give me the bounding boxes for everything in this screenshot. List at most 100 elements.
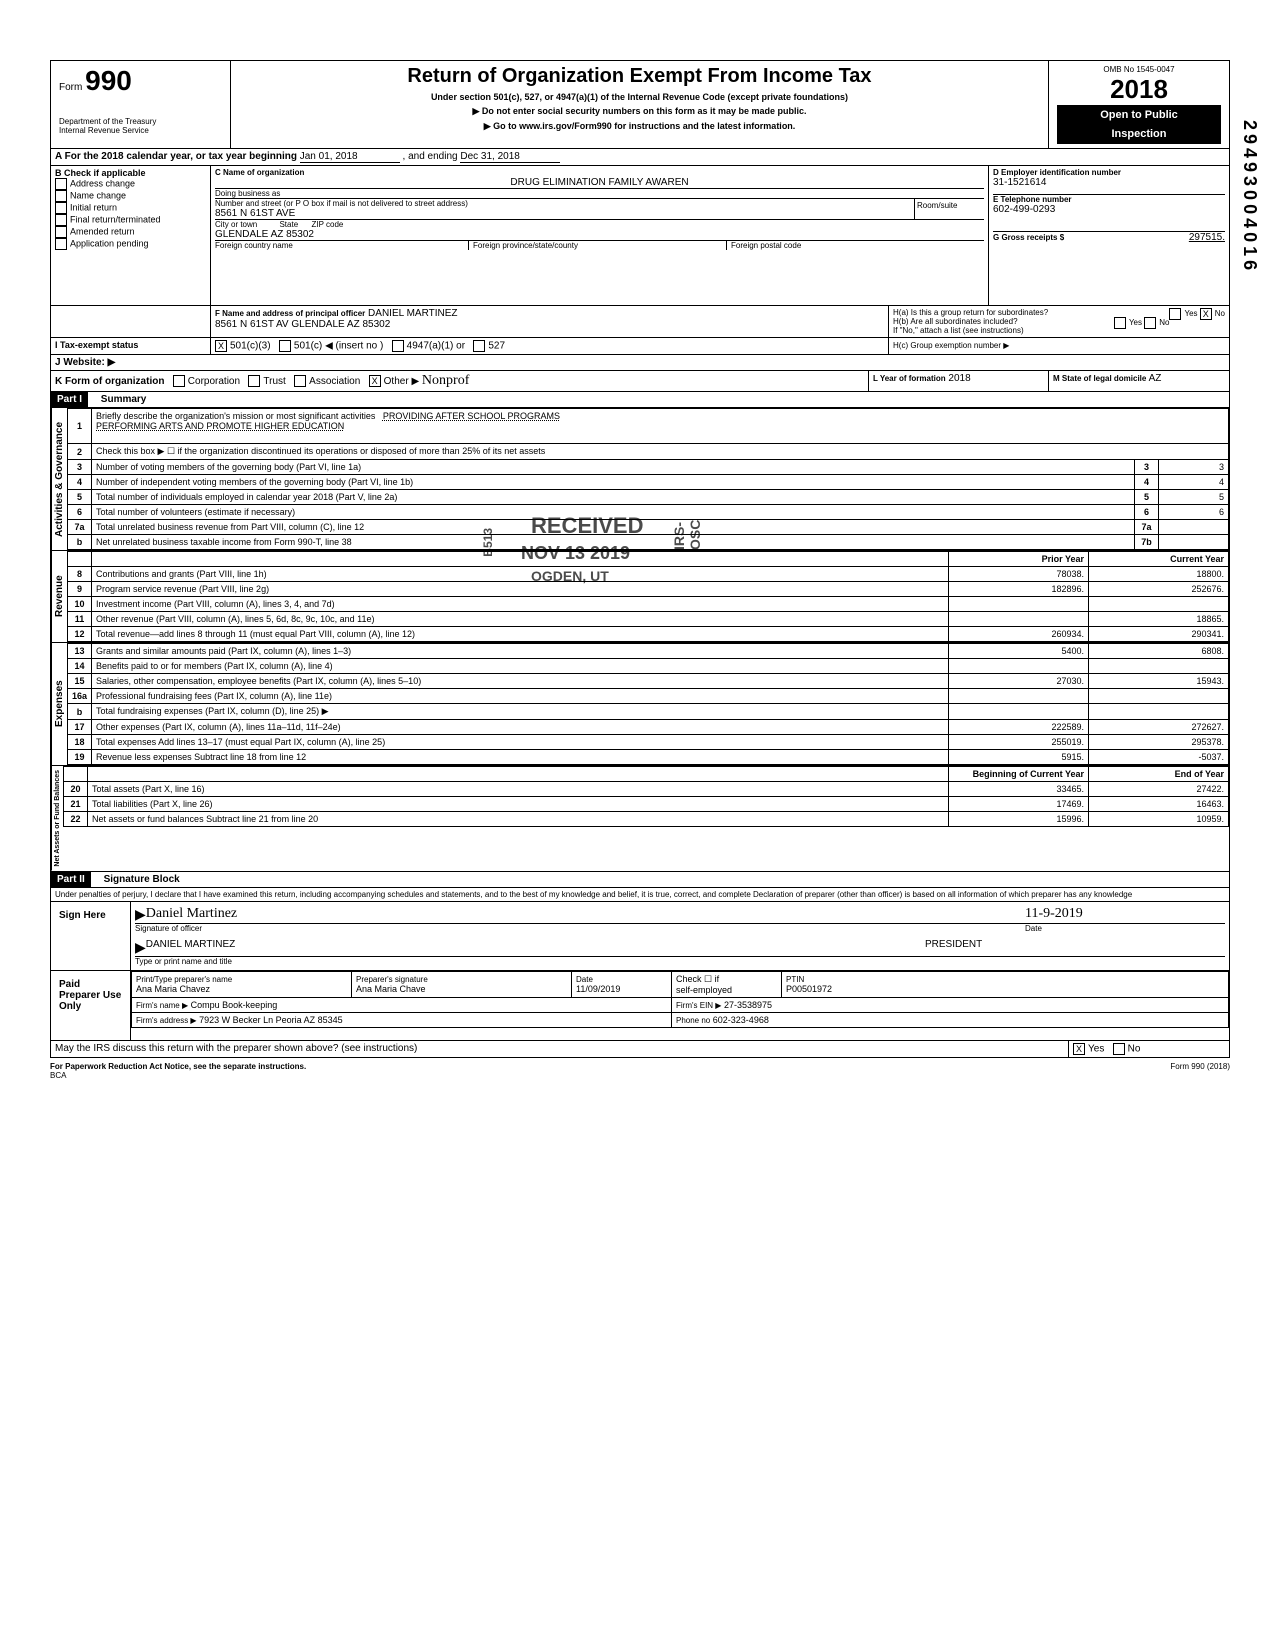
corporation-checkbox[interactable] — [173, 375, 185, 387]
4947-checkbox[interactable] — [392, 340, 404, 352]
preparer-signature[interactable]: Ana Maria Chave — [356, 984, 567, 994]
current-year-value[interactable]: 6808. — [1089, 644, 1229, 659]
501c-checkbox[interactable] — [279, 340, 291, 352]
association-checkbox[interactable] — [294, 375, 306, 387]
amended-return-checkbox[interactable] — [55, 226, 67, 238]
prior-year-value[interactable] — [949, 659, 1089, 674]
street-address[interactable]: 8561 N 61ST AVE — [215, 208, 914, 219]
current-year-value[interactable]: 10959. — [1089, 812, 1229, 827]
line-a-mid: , and ending — [403, 151, 458, 162]
group-return-no-checkbox[interactable]: X — [1200, 308, 1212, 320]
501c3-checkbox[interactable]: X — [215, 340, 227, 352]
line-3-value[interactable]: 3 — [1159, 460, 1229, 475]
prior-year-value[interactable]: 260934. — [949, 627, 1089, 642]
officer-title[interactable]: PRESIDENT — [925, 939, 1225, 956]
prior-year-value[interactable] — [949, 689, 1089, 704]
current-year-value[interactable]: 295378. — [1089, 735, 1229, 750]
current-year-value[interactable] — [1089, 689, 1229, 704]
current-year-value[interactable]: 18865. — [1089, 612, 1229, 627]
preparer-date[interactable]: 11/09/2019 — [576, 984, 667, 994]
amended-return-label: Amended return — [70, 226, 135, 236]
officer-printed-name[interactable]: DANIEL MARTINEZ — [146, 939, 925, 956]
tax-year-begin[interactable]: Jan 01, 2018 — [300, 151, 400, 163]
part-2-label: Part II — [51, 872, 91, 887]
tax-year-end[interactable]: Dec 31, 2018 — [460, 151, 560, 163]
current-year-value[interactable]: 290341. — [1089, 627, 1229, 642]
line-description: Salaries, other compensation, employee b… — [92, 674, 949, 689]
firm-address[interactable]: 7923 W Becker Ln Peoria AZ 85345 — [199, 1015, 343, 1025]
line-description: Program service revenue (Part VIII, line… — [92, 582, 949, 597]
line-number: 18 — [68, 735, 92, 750]
line-1-value-2[interactable]: PERFORMING ARTS AND PROMOTE HIGHER EDUCA… — [96, 421, 1224, 431]
line-1-row: 1 Briefly describe the organization's mi… — [68, 409, 1229, 444]
ptin-value[interactable]: P00501972 — [786, 984, 1224, 994]
city-state-zip[interactable]: GLENDALE AZ 85302 — [215, 229, 984, 240]
prior-year-value[interactable] — [949, 612, 1089, 627]
prior-year-value[interactable]: 5400. — [949, 644, 1089, 659]
prior-year-value[interactable]: 33465. — [949, 782, 1089, 797]
trust-label: Trust — [263, 376, 285, 387]
prior-year-value[interactable]: 182896. — [949, 582, 1089, 597]
prior-year-value[interactable]: 27030. — [949, 674, 1089, 689]
prior-year-value[interactable]: 222589. — [949, 720, 1089, 735]
prior-year-value[interactable]: 5915. — [949, 750, 1089, 765]
current-year-value[interactable]: -5037. — [1089, 750, 1229, 765]
firm-phone[interactable]: 602-323-4968 — [713, 1015, 769, 1025]
section-i-label: I Tax-exempt status — [51, 338, 211, 354]
officer-signature[interactable]: Daniel Martinez — [146, 906, 1025, 923]
ogden-stamp: OGDEN, UT — [531, 568, 609, 584]
prior-year-value[interactable] — [949, 597, 1089, 612]
final-return-checkbox[interactable] — [55, 214, 67, 226]
527-checkbox[interactable] — [473, 340, 485, 352]
initial-return-checkbox[interactable] — [55, 202, 67, 214]
revenue-section: Revenue Prior YearCurrent Year 8Contribu… — [50, 551, 1230, 643]
form-number: 990 — [85, 65, 132, 96]
part-1-body: Activities & Governance 1 Briefly descri… — [50, 408, 1230, 551]
signature-date[interactable]: 11-9-2019 — [1025, 906, 1225, 923]
paid-preparer-block: Paid Preparer Use Only Print/Type prepar… — [50, 971, 1230, 1041]
current-year-value[interactable]: 18800. — [1089, 567, 1229, 582]
current-year-value[interactable]: 272627. — [1089, 720, 1229, 735]
subordinates-yes-checkbox[interactable] — [1114, 317, 1126, 329]
current-year-value[interactable]: 27422. — [1089, 782, 1229, 797]
irs-label: Internal Revenue Service — [59, 126, 222, 135]
group-exemption-label: H(c) Group exemption number ▶ — [893, 341, 1009, 350]
prior-year-value[interactable]: 17469. — [949, 797, 1089, 812]
line-6-value[interactable]: 6 — [1159, 505, 1229, 520]
state-domicile-value: AZ — [1149, 373, 1162, 384]
section-d-e-g: D Employer identification number 31-1521… — [989, 166, 1229, 305]
current-year-value[interactable] — [1089, 704, 1229, 720]
current-year-value[interactable]: 15943. — [1089, 674, 1229, 689]
prior-year-value[interactable]: 255019. — [949, 735, 1089, 750]
prior-year-value[interactable]: 15996. — [949, 812, 1089, 827]
prior-year-value[interactable]: 78038. — [949, 567, 1089, 582]
discuss-no-checkbox[interactable] — [1113, 1043, 1125, 1055]
preparer-name[interactable]: Ana Maria Chavez — [136, 984, 347, 994]
current-year-value[interactable]: 252676. — [1089, 582, 1229, 597]
other-checkbox[interactable]: X — [369, 375, 381, 387]
org-name[interactable]: DRUG ELIMINATION FAMILY AWAREN — [215, 177, 984, 188]
current-year-value[interactable]: 16463. — [1089, 797, 1229, 812]
line-3-desc: Number of voting members of the governin… — [92, 460, 1135, 475]
group-return-yes-checkbox[interactable] — [1169, 308, 1181, 320]
penalty-statement-row: Under penalties of perjury, I declare th… — [50, 888, 1230, 902]
line-5-value[interactable]: 5 — [1159, 490, 1229, 505]
current-year-value[interactable] — [1089, 597, 1229, 612]
dba-label: Doing business as — [215, 188, 984, 198]
prior-year-value[interactable] — [949, 704, 1089, 720]
firm-ein[interactable]: 27-3538975 — [724, 1000, 772, 1010]
application-pending-checkbox[interactable] — [55, 238, 67, 250]
line-number: 8 — [68, 567, 92, 582]
current-year-value[interactable] — [1089, 659, 1229, 674]
trust-checkbox[interactable] — [248, 375, 260, 387]
print-name-label: Type or print name and title — [135, 957, 1225, 966]
association-label: Association — [309, 376, 360, 387]
subordinates-no-checkbox[interactable] — [1144, 317, 1156, 329]
line-1-value[interactable]: PROVIDING AFTER SCHOOL PROGRAMS — [383, 411, 560, 421]
firm-name[interactable]: Compu Book-keeping — [191, 1000, 278, 1010]
name-change-checkbox[interactable] — [55, 190, 67, 202]
line-4-value[interactable]: 4 — [1159, 475, 1229, 490]
line-number: 14 — [68, 659, 92, 674]
discuss-yes-checkbox[interactable]: X — [1073, 1043, 1085, 1055]
address-change-checkbox[interactable] — [55, 178, 67, 190]
